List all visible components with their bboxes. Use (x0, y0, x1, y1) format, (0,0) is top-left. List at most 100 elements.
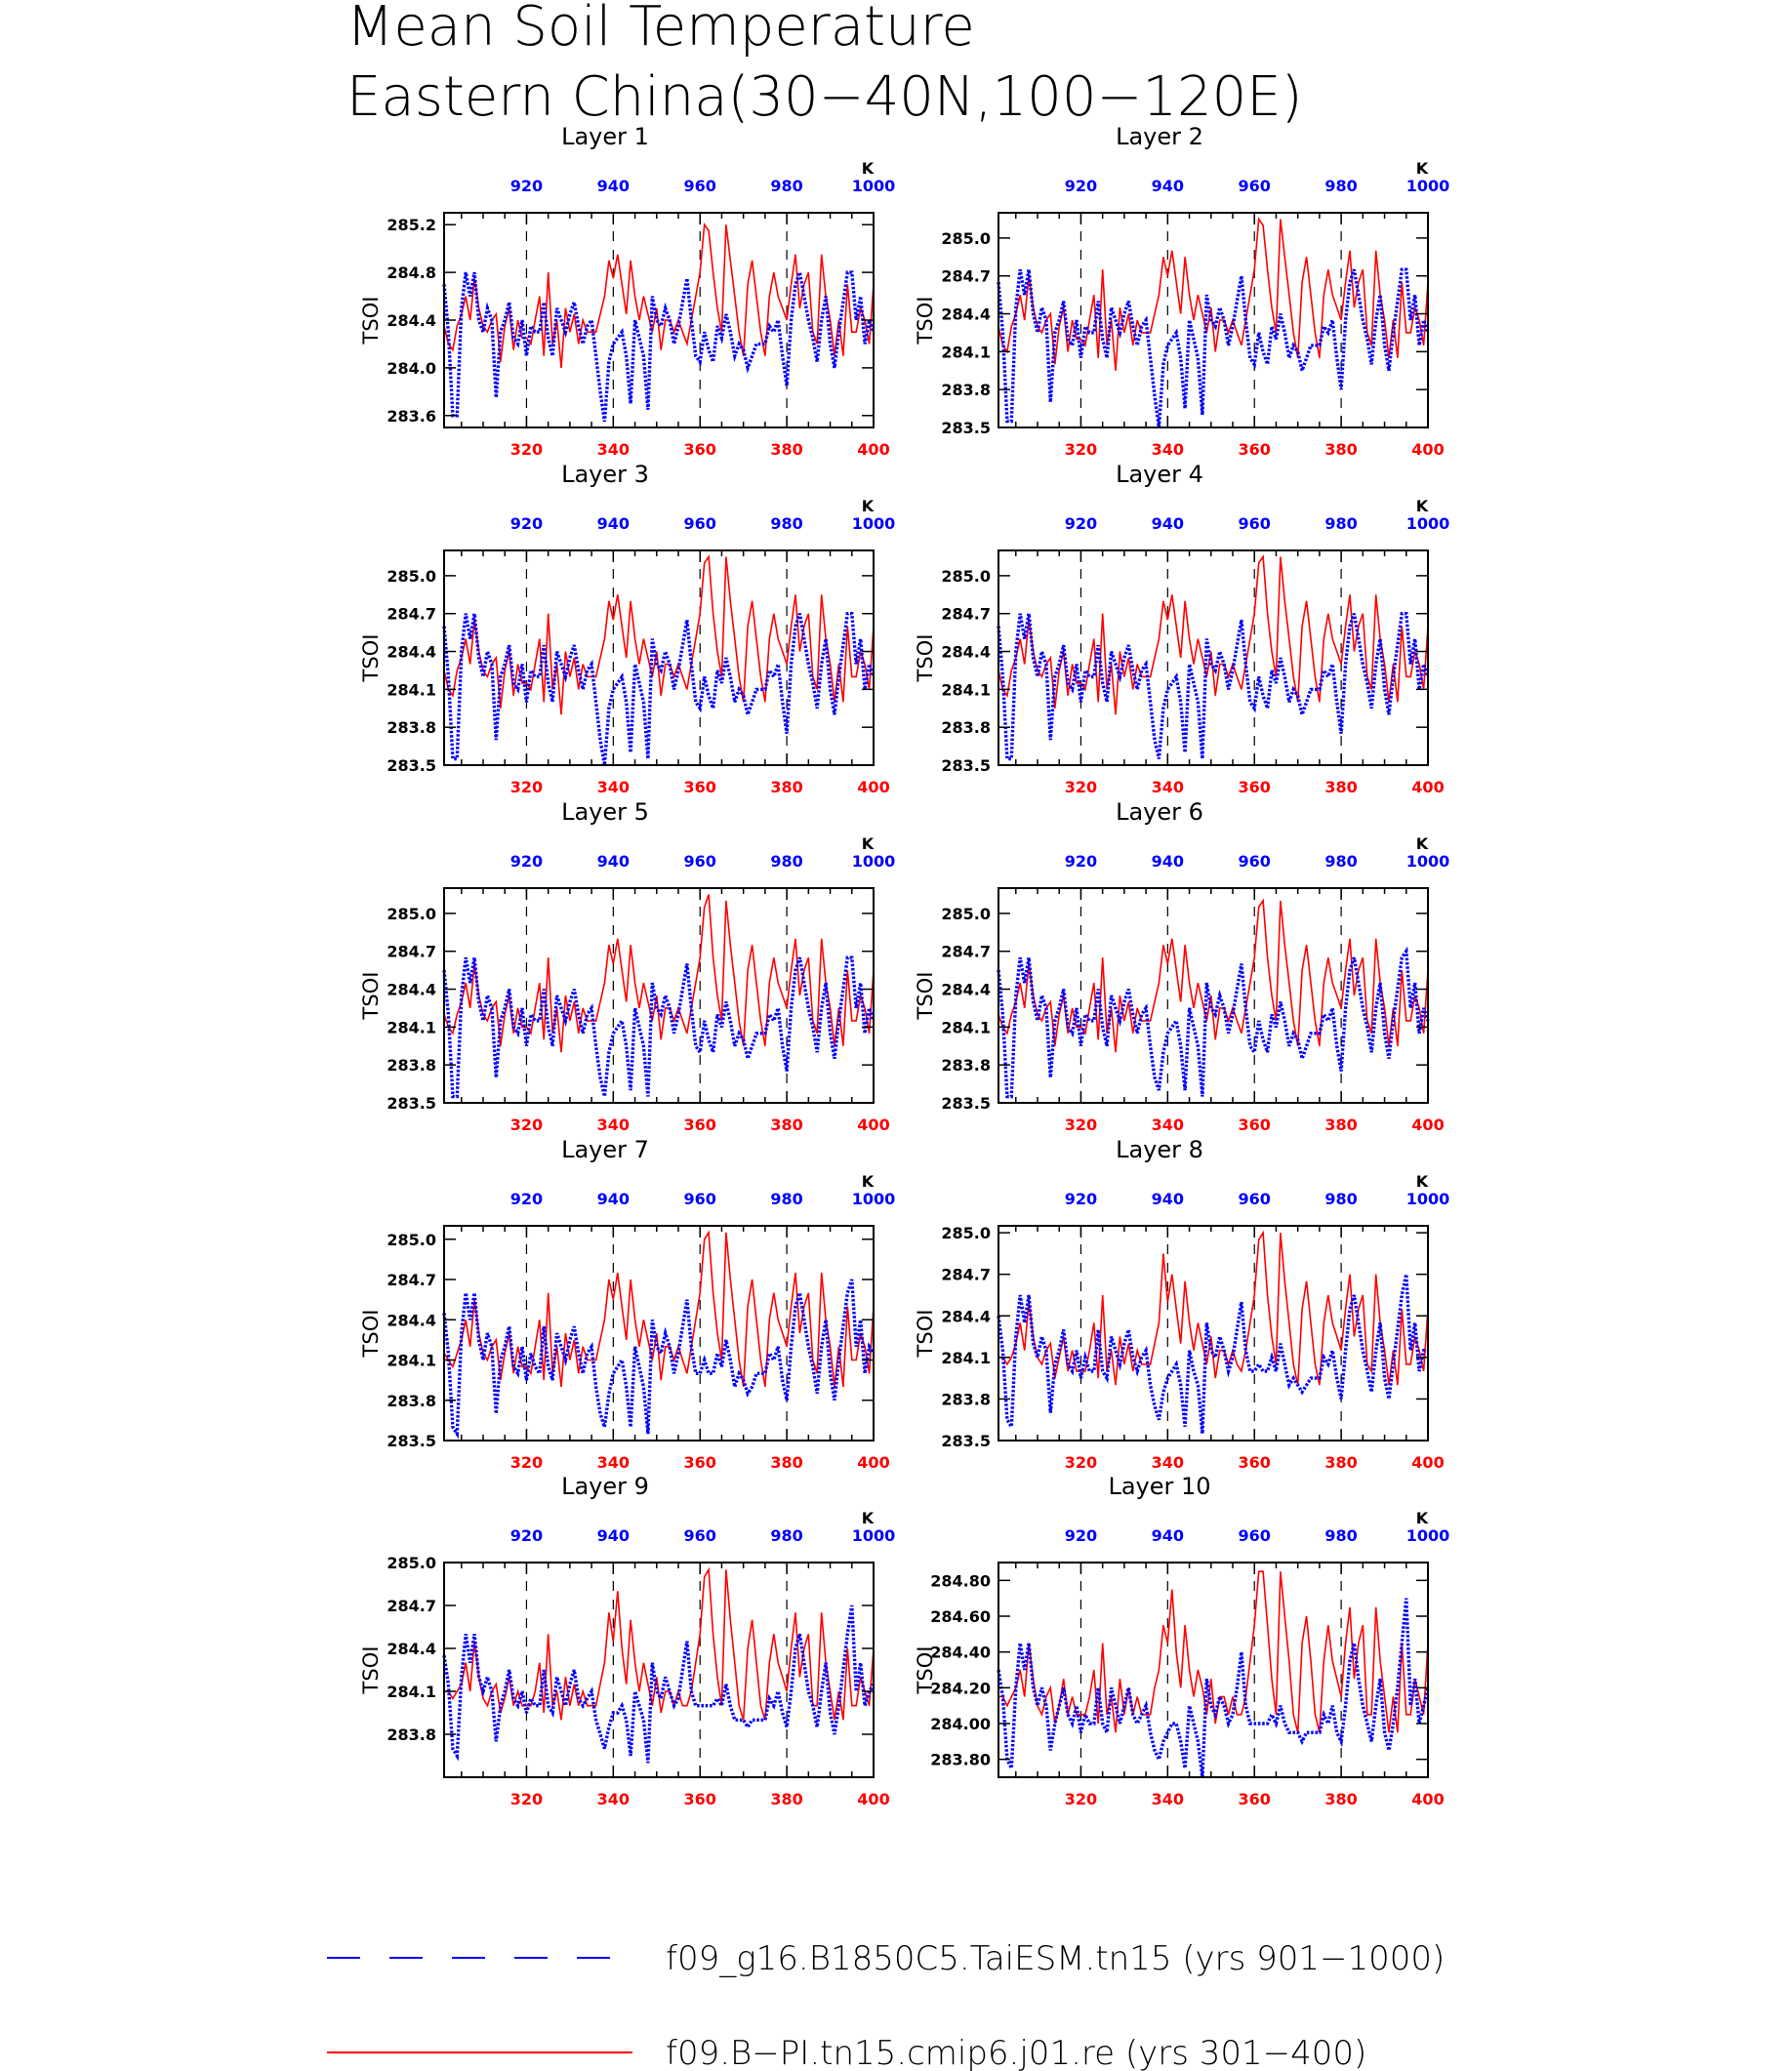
y-tick-label: 284.1 (387, 680, 436, 699)
x-tick-label-top: 980 (1324, 1190, 1357, 1208)
y-tick-label: 284.4 (941, 981, 991, 999)
x-tick-label-top: 920 (510, 1190, 543, 1208)
series-line-run-b (998, 898, 1429, 1053)
top-axis-unit: K (1416, 1172, 1429, 1191)
panel-title: Layer 8 (1116, 1136, 1203, 1163)
top-axis-unit: K (1416, 1509, 1429, 1527)
y-tick-label: 283.5 (941, 1094, 991, 1113)
x-tick-label-bottom: 360 (1239, 440, 1271, 459)
plot-frame (443, 1562, 875, 1778)
y-tick-label: 284.1 (941, 1018, 991, 1036)
y-tick-label: 284.7 (941, 605, 991, 624)
x-tick-label-bottom: 320 (1065, 1453, 1097, 1472)
y-tick-label: 285.0 (387, 1554, 436, 1572)
y-axis-label: TSOI (914, 1310, 937, 1359)
y-tick-label: 284.4 (387, 1311, 436, 1329)
top-axis-unit: K (1416, 834, 1429, 853)
x-tick-label-bottom: 400 (1411, 778, 1444, 796)
x-tick-label-bottom: 340 (597, 1790, 630, 1808)
x-tick-label-top: 1000 (852, 1526, 896, 1545)
x-tick-label-top: 960 (1239, 514, 1271, 533)
x-tick-label-bottom: 340 (1152, 440, 1184, 459)
y-tick-label: 284.7 (387, 605, 436, 624)
x-tick-label-top: 960 (1239, 1526, 1271, 1545)
x-tick-label-top: 1000 (852, 177, 896, 195)
y-tick-label: 284.40 (930, 1644, 991, 1662)
y-tick-label: 284.1 (387, 1352, 436, 1370)
x-tick-label-bottom: 400 (857, 778, 889, 796)
x-tick-label-bottom: 380 (770, 1116, 802, 1134)
x-tick-label-bottom: 340 (597, 1116, 630, 1134)
y-tick-label: 284.7 (387, 943, 436, 961)
series-line-run-a (442, 265, 876, 423)
series-line-run-b (443, 1230, 875, 1388)
plot-frame (998, 1562, 1429, 1778)
y-tick-label: 283.5 (941, 756, 991, 775)
x-tick-label-top: 960 (684, 1190, 716, 1208)
series-line-run-b (443, 554, 875, 715)
x-tick-label-top: 940 (1152, 514, 1184, 533)
x-tick-label-bottom: 320 (1065, 1116, 1097, 1134)
series-line-run-b (444, 1566, 875, 1721)
x-tick-label-bottom: 380 (770, 1790, 802, 1808)
x-tick-label-top: 920 (1065, 1526, 1097, 1545)
x-tick-label-top: 1000 (852, 514, 896, 533)
x-tick-label-top: 920 (510, 514, 543, 533)
panel-title: Layer 1 (561, 123, 649, 150)
x-tick-label-top: 940 (1152, 177, 1184, 195)
x-tick-label-bottom: 380 (1324, 440, 1357, 459)
x-tick-label-bottom: 340 (597, 440, 630, 459)
x-tick-label-bottom: 340 (1152, 778, 1184, 796)
y-tick-label: 284.7 (387, 1597, 436, 1615)
x-tick-label-top: 1000 (852, 852, 896, 871)
x-tick-label-top: 960 (684, 852, 716, 871)
panel-title: Layer 3 (561, 461, 649, 488)
y-tick-label: 284.60 (930, 1607, 991, 1626)
series-line-run-a (442, 1604, 876, 1764)
x-tick-label-bottom: 320 (510, 778, 543, 796)
x-tick-label-top: 940 (597, 852, 630, 871)
figure-title-line2: Eastern China(30−40N,100−120E) (346, 65, 1302, 129)
x-tick-label-bottom: 360 (684, 778, 716, 796)
x-tick-label-bottom: 360 (1239, 1453, 1271, 1472)
y-tick-label: 284.4 (387, 1640, 436, 1658)
series-line-run-a (442, 1279, 876, 1440)
top-axis-unit: K (862, 1172, 875, 1191)
x-tick-label-bottom: 380 (1324, 1790, 1357, 1808)
x-tick-label-bottom: 400 (857, 440, 889, 459)
y-tick-label: 283.80 (930, 1751, 991, 1769)
series-line-run-a (997, 612, 1430, 761)
panel-title: Layer 7 (561, 1136, 649, 1163)
series-line-run-b (998, 217, 1429, 371)
x-tick-label-top: 980 (770, 1526, 802, 1545)
series-line-run-b (998, 1230, 1429, 1386)
x-tick-label-top: 920 (1065, 514, 1097, 533)
y-tick-label: 284.1 (941, 343, 991, 361)
y-tick-label: 284.8 (387, 264, 436, 282)
series-line-run-a (442, 955, 876, 1099)
x-tick-label-top: 980 (1324, 177, 1357, 195)
x-tick-label-top: 940 (597, 1526, 630, 1545)
x-tick-label-top: 960 (1239, 177, 1271, 195)
x-tick-label-top: 1000 (852, 1190, 896, 1208)
y-tick-label: 283.8 (387, 1726, 436, 1744)
series-line-run-a (997, 267, 1430, 428)
x-tick-label-top: 980 (1324, 1526, 1357, 1545)
y-tick-label: 285.0 (941, 905, 991, 923)
x-tick-label-top: 980 (770, 514, 802, 533)
plot-frame (443, 887, 875, 1104)
y-axis-label: TSOI (914, 634, 937, 683)
y-tick-label: 284.7 (941, 943, 991, 961)
x-tick-label-top: 960 (684, 1526, 716, 1545)
x-tick-label-top: 980 (770, 1190, 802, 1208)
x-tick-label-bottom: 400 (1411, 1116, 1444, 1134)
x-tick-label-bottom: 400 (857, 1790, 889, 1808)
y-axis-label: TSOI (359, 1646, 383, 1695)
x-tick-label-top: 960 (1239, 1190, 1271, 1208)
y-tick-label: 283.8 (941, 1390, 991, 1408)
y-tick-label: 285.0 (387, 905, 436, 923)
y-tick-label: 284.7 (941, 1266, 991, 1284)
